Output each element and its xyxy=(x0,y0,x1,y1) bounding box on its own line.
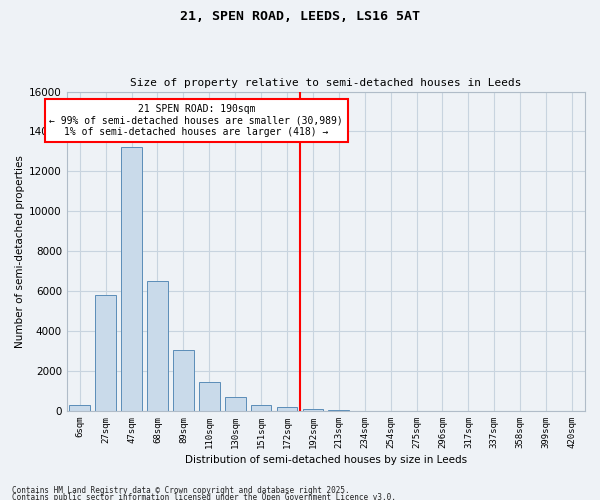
Bar xyxy=(147,281,168,411)
Bar xyxy=(70,405,90,411)
Bar xyxy=(302,409,323,411)
Title: Size of property relative to semi-detached houses in Leeds: Size of property relative to semi-detach… xyxy=(130,78,521,88)
Y-axis label: Number of semi-detached properties: Number of semi-detached properties xyxy=(15,155,25,348)
Bar xyxy=(199,382,220,411)
Text: Contains HM Land Registry data © Crown copyright and database right 2025.: Contains HM Land Registry data © Crown c… xyxy=(12,486,350,495)
Bar xyxy=(277,407,298,411)
Bar xyxy=(225,398,245,411)
Text: Contains public sector information licensed under the Open Government Licence v3: Contains public sector information licen… xyxy=(12,494,396,500)
Bar xyxy=(328,410,349,411)
Text: 21, SPEN ROAD, LEEDS, LS16 5AT: 21, SPEN ROAD, LEEDS, LS16 5AT xyxy=(180,10,420,23)
Bar xyxy=(173,350,194,411)
Bar xyxy=(251,405,271,411)
X-axis label: Distribution of semi-detached houses by size in Leeds: Distribution of semi-detached houses by … xyxy=(185,455,467,465)
Bar xyxy=(95,295,116,411)
Bar xyxy=(121,148,142,411)
Text: 21 SPEN ROAD: 190sqm
← 99% of semi-detached houses are smaller (30,989)
1% of se: 21 SPEN ROAD: 190sqm ← 99% of semi-detac… xyxy=(49,104,343,136)
